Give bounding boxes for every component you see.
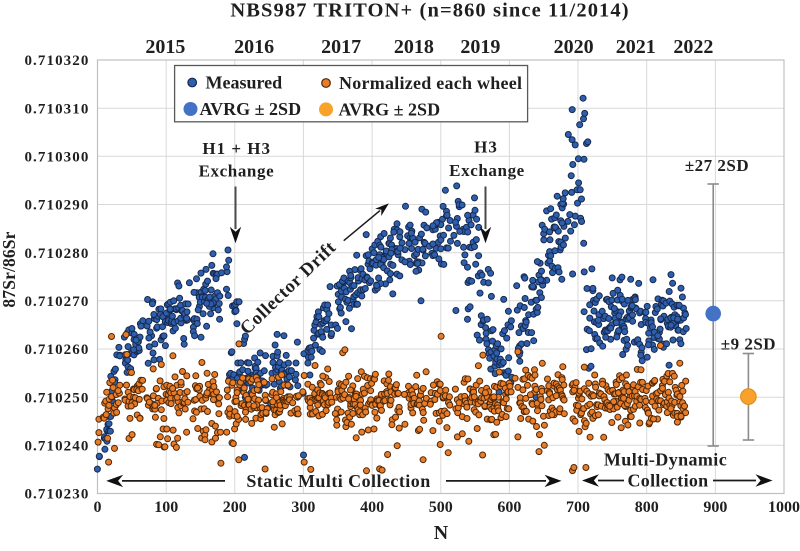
svg-text:AVRG ± 2SD: AVRG ± 2SD (339, 99, 441, 119)
svg-text:H1 + H3: H1 + H3 (202, 139, 271, 158)
svg-text:H3: H3 (474, 138, 498, 157)
svg-text:0.710280: 0.710280 (24, 246, 89, 262)
svg-text:NBS987 TRITON+ (n=860 since 11: NBS987 TRITON+ (n=860 since 11/2014) (230, 0, 629, 22)
svg-text:900: 900 (703, 499, 727, 516)
svg-text:300: 300 (291, 499, 315, 516)
svg-text:0.710290: 0.710290 (24, 198, 89, 214)
svg-text:0.710320: 0.710320 (24, 53, 89, 69)
svg-text:0.710250: 0.710250 (24, 390, 89, 406)
svg-text:0.710230: 0.710230 (24, 487, 89, 503)
svg-text:400: 400 (360, 499, 384, 516)
svg-text:N: N (434, 522, 449, 544)
svg-text:2020: 2020 (554, 36, 594, 58)
svg-text:2018: 2018 (394, 36, 434, 58)
svg-text:Collection: Collection (628, 471, 709, 491)
svg-text:AVRG ± 2SD: AVRG ± 2SD (200, 99, 302, 119)
svg-text:2022: 2022 (673, 36, 713, 58)
svg-text:2017: 2017 (321, 36, 361, 58)
svg-text:100: 100 (154, 499, 178, 516)
svg-text:2016: 2016 (234, 36, 274, 58)
svg-text:500: 500 (429, 499, 453, 516)
svg-text:1000: 1000 (768, 499, 800, 516)
svg-text:Normalized each wheel: Normalized each wheel (339, 73, 522, 93)
svg-text:±27 2SD: ±27 2SD (685, 156, 749, 175)
svg-text:0.710240: 0.710240 (24, 439, 89, 455)
svg-text:800: 800 (635, 499, 659, 516)
svg-text:2015: 2015 (145, 36, 185, 58)
svg-text:2021: 2021 (616, 36, 656, 58)
svg-text:Multi-Dynamic: Multi-Dynamic (604, 449, 727, 469)
svg-text:Exchange: Exchange (199, 162, 275, 181)
svg-text:±9 2SD: ±9 2SD (721, 335, 776, 354)
svg-text:Measured: Measured (206, 73, 283, 93)
svg-text:0.710260: 0.710260 (24, 342, 89, 358)
svg-text:0: 0 (94, 499, 102, 516)
svg-text:Exchange: Exchange (449, 161, 525, 180)
svg-text:2019: 2019 (460, 36, 500, 58)
svg-text:0.710310: 0.710310 (24, 101, 89, 117)
svg-text:0.710270: 0.710270 (24, 294, 89, 310)
svg-text:200: 200 (223, 499, 247, 516)
svg-text:0.710300: 0.710300 (24, 150, 89, 166)
svg-text:Static Multi Collection: Static Multi Collection (246, 471, 430, 491)
svg-text:600: 600 (497, 499, 521, 516)
svg-text:87Sr/86Sr: 87Sr/86Sr (0, 231, 19, 307)
svg-text:700: 700 (566, 499, 590, 516)
